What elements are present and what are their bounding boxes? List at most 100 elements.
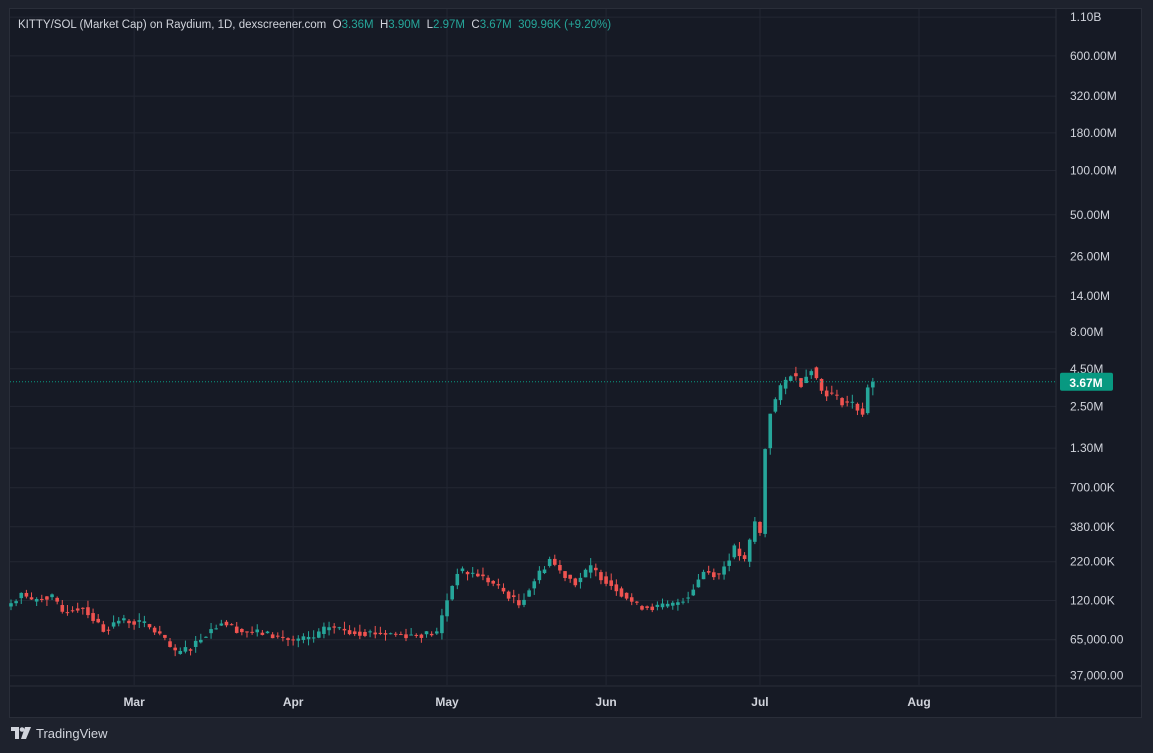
candle-up <box>527 590 531 597</box>
candle-down <box>737 548 742 557</box>
candle-up <box>455 573 460 586</box>
high-label: H <box>379 19 389 31</box>
candle-up <box>317 631 321 638</box>
candle-down <box>224 621 229 626</box>
last-price-tag-label: 3.67M <box>1069 376 1102 390</box>
candle-up <box>727 560 731 566</box>
last-price-tag-bg <box>1060 372 1113 391</box>
candle-down <box>86 607 90 616</box>
candle-down <box>506 591 511 599</box>
candle-up <box>265 631 270 634</box>
candle-down <box>281 636 285 638</box>
candle-up <box>747 539 752 562</box>
candle-down <box>363 631 367 636</box>
x-tick-label: Jun <box>595 695 616 709</box>
candle-up <box>522 599 526 605</box>
candle-down <box>404 634 408 639</box>
candle-down <box>594 567 598 571</box>
candle-down <box>75 608 80 611</box>
candle-down <box>163 634 167 638</box>
candle-down <box>558 565 562 571</box>
chart-frame[interactable] <box>9 8 1142 718</box>
tradingview-logo-icon[interactable] <box>11 727 31 740</box>
candle-down <box>24 592 29 597</box>
candle-down <box>81 607 85 609</box>
candle-down <box>645 606 649 608</box>
x-tick-label: Apr <box>283 695 304 709</box>
candle-up <box>655 604 660 607</box>
candle-down <box>758 521 762 533</box>
open-value: 3.36M <box>341 19 374 31</box>
candle-down <box>609 580 614 586</box>
candle-down <box>855 403 860 411</box>
candle-down <box>511 595 516 597</box>
candle-down <box>260 632 265 635</box>
candle-down <box>229 624 234 626</box>
y-tick-label: 120.00K <box>1070 593 1115 607</box>
y-tick-label: 37,000.00 <box>1070 669 1124 683</box>
candle-up <box>111 622 116 627</box>
candle-down <box>173 647 177 651</box>
candle-down <box>819 378 824 391</box>
candle-down <box>573 578 578 586</box>
candle-down <box>501 587 506 592</box>
candle-up <box>388 633 393 635</box>
candle-up <box>788 376 793 381</box>
candle-down <box>240 628 244 633</box>
candle-down <box>352 631 357 635</box>
candle-down <box>794 373 798 377</box>
candle-down <box>706 571 711 573</box>
candle-up <box>588 565 593 573</box>
candle-up <box>34 598 39 602</box>
change-value: 309.96K (+9.20%) <box>518 19 612 31</box>
y-tick-label: 8.00M <box>1070 325 1103 339</box>
candle-up <box>322 626 326 634</box>
candle-up <box>19 592 24 599</box>
candle-up <box>450 585 454 600</box>
candle-down <box>342 628 347 631</box>
candle-up <box>809 371 814 376</box>
candle-up <box>547 559 552 566</box>
candle-down <box>419 634 424 638</box>
candle-up <box>137 620 142 622</box>
candle-up <box>696 579 701 588</box>
candle-up <box>50 594 54 598</box>
y-tick-label: 26.00M <box>1070 250 1110 264</box>
candle-up <box>470 572 475 574</box>
candle-down <box>91 613 95 621</box>
candle-down <box>563 571 567 578</box>
candle-up <box>850 401 855 403</box>
candle-up <box>722 566 726 575</box>
candle-down <box>373 632 378 635</box>
x-tick-label: Jul <box>751 695 768 709</box>
candle-up <box>306 636 311 640</box>
open-label: O <box>332 19 342 31</box>
candle-up <box>665 603 670 607</box>
candle-down <box>286 638 290 641</box>
candle-down <box>481 574 485 577</box>
candle-down <box>835 394 839 396</box>
y-tick-label: 700.00K <box>1070 481 1115 495</box>
candle-up <box>753 521 757 542</box>
x-axis: Mar Apr May Jun Jul Aug <box>123 695 930 709</box>
candle-up <box>732 545 737 558</box>
close-value: 3.67M <box>479 19 512 31</box>
candle-down <box>429 633 434 636</box>
candle-down <box>635 601 639 603</box>
brand-name[interactable]: TradingView <box>36 726 108 741</box>
candle-up <box>676 602 680 605</box>
candle-down <box>496 584 501 586</box>
candle-up <box>763 449 767 534</box>
y-tick-label: 2.50M <box>1070 399 1103 413</box>
candle-up <box>183 647 188 652</box>
candle-down <box>378 632 383 634</box>
candle-down <box>517 600 521 606</box>
candle-down <box>845 401 849 403</box>
candle-down <box>604 576 608 584</box>
close-label: C <box>471 19 480 31</box>
candle-down <box>96 618 101 623</box>
y-tick-label: 65,000.00 <box>1070 633 1124 647</box>
candle-down <box>291 639 295 641</box>
candle-up <box>14 601 18 604</box>
